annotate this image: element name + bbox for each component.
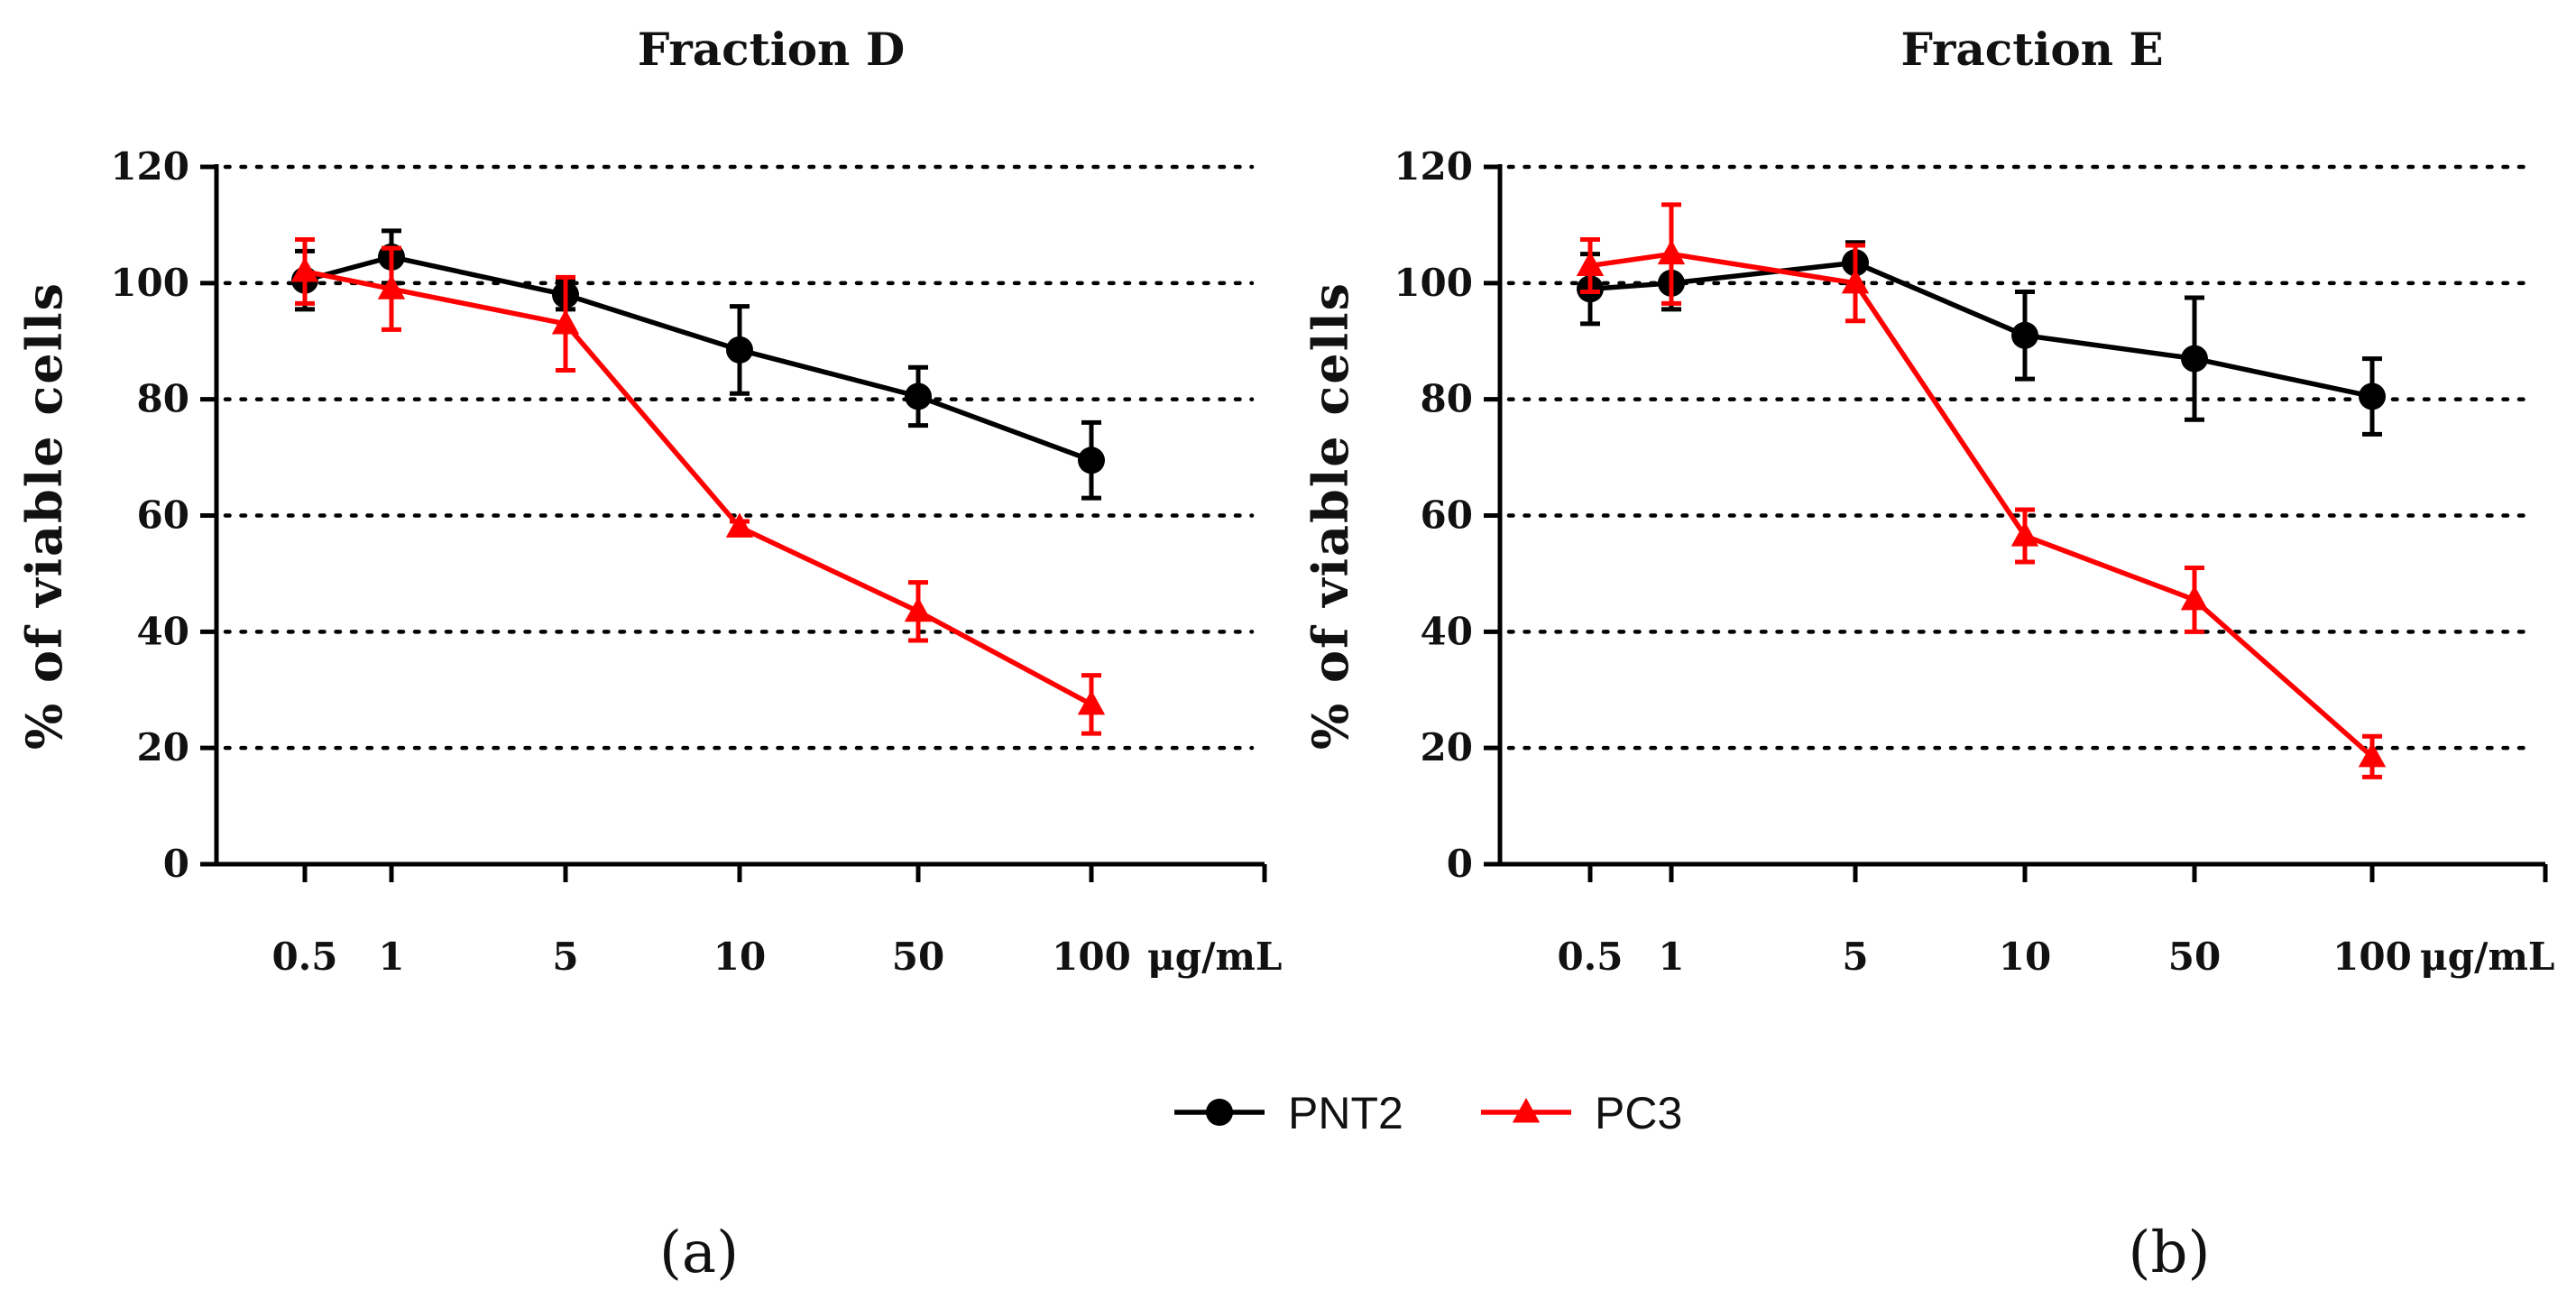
y-tick-label: 20 [137,725,189,769]
y-tick-label: 100 [110,261,189,305]
y-tick-label: 0 [1447,842,1473,886]
x-tick-label: 0.5 [1557,935,1623,979]
series-line-pc3 [1589,251,2374,759]
y-tick-label: 60 [137,493,189,538]
y-tick-label: 120 [1394,144,1473,189]
data-point [1841,268,1870,294]
data-point [2011,321,2038,349]
data-point [905,382,932,410]
chart-title: Fraction D [638,23,905,76]
series-line-pnt2 [1589,260,2373,400]
x-tick-label: 1 [1658,935,1684,979]
x-tick-label: 50 [892,935,944,979]
data-point [1576,251,1605,277]
y-tick-label: 60 [1421,493,1473,538]
data-point [2358,742,2387,768]
x-tick-label: 10 [713,935,766,979]
data-point [904,596,933,622]
x-tick-label: 0.5 [271,935,337,979]
x-tick-label: 5 [1842,935,1868,979]
data-point [725,512,754,538]
data-point [551,309,580,335]
legend-item-pc3: PC3 [1481,1088,1682,1138]
chart-title: Fraction E [1900,23,2163,76]
series-pc3 [290,237,1106,736]
data-point [377,274,406,299]
data-point [726,336,753,364]
data-point [2359,382,2386,410]
series-pnt2 [1577,240,2386,437]
legend-label: PNT2 [1288,1088,1403,1138]
legend-marker [1206,1099,1233,1126]
x-tick-label: 5 [552,935,578,979]
x-tick-label: 10 [1999,935,2051,979]
y-tick-label: 120 [110,144,189,189]
data-point [2181,345,2208,373]
x-unit-label: μg/mL [1147,935,1282,979]
legend-marker [1512,1098,1541,1123]
y-axis-label: % of viable cells [1302,281,1359,750]
series-line-pc3 [304,269,1093,707]
chart-panel-b: Fraction E % of viable cells 0 20 40 60 80 100 1… [1302,23,2554,1286]
data-point [1657,239,1686,265]
panel-label: (b) [2129,1220,2211,1286]
data-point [2010,521,2039,547]
x-tick-label: 1 [378,935,404,979]
y-tick-label: 20 [1421,725,1473,769]
data-point [1078,447,1105,474]
series-pc3 [1576,202,2387,779]
legend: PNT2 PC3 [1174,1088,1682,1138]
y-axis-label: % of viable cells [15,281,73,750]
panel-label: (a) [659,1220,739,1286]
y-tick-label: 100 [1394,261,1473,305]
data-point [2180,585,2209,611]
y-tick-label: 80 [137,377,189,421]
data-point [290,256,319,282]
chart-panel-a: Fraction D % of viable cells 0 20 40 60 80 100 1… [15,23,1282,1286]
series-line-pnt2 [304,254,1092,463]
x-unit-label: μg/mL [2420,935,2554,979]
legend-label: PC3 [1595,1088,1682,1138]
y-tick-label: 40 [137,609,189,653]
y-tick-label: 80 [1421,377,1473,421]
y-tick-label: 40 [1421,609,1473,653]
x-tick-label: 100 [1052,935,1131,979]
x-tick-label: 50 [2168,935,2221,979]
y-tick-label: 0 [163,842,189,886]
x-tick-label: 100 [2332,935,2412,979]
data-point [1077,689,1106,715]
series-pnt2 [291,228,1105,501]
legend-item-pnt2: PNT2 [1174,1088,1403,1138]
